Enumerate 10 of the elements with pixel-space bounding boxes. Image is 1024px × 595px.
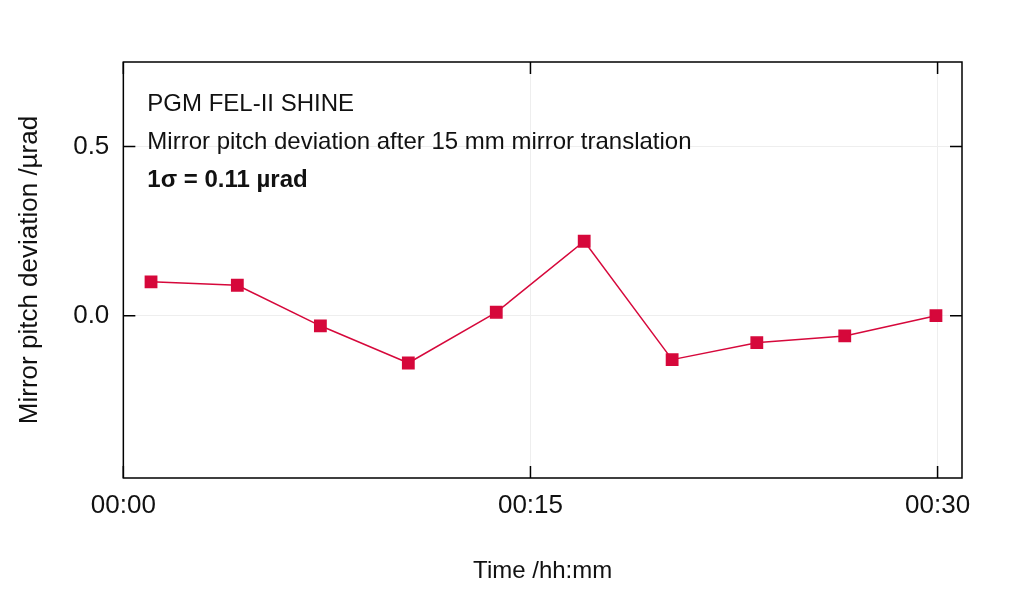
y-tick-label: 0.5 [73, 129, 110, 160]
x-tick-label: 00:30 [905, 488, 971, 519]
annotation: Mirror pitch deviation after 15 mm mirror translation [147, 126, 692, 154]
x-axis-title: Time /hh:mm [473, 556, 613, 584]
annotation: PGM FEL-II SHINE [147, 88, 355, 116]
y-axis-title: Mirror pitch deviation /µrad [12, 115, 43, 425]
x-tick-label: 00:15 [497, 488, 563, 519]
annotation: 1σ = 0.11 µrad [147, 164, 308, 192]
x-tick-label: 00:00 [90, 488, 156, 519]
y-tick-label: 0.0 [73, 298, 110, 329]
